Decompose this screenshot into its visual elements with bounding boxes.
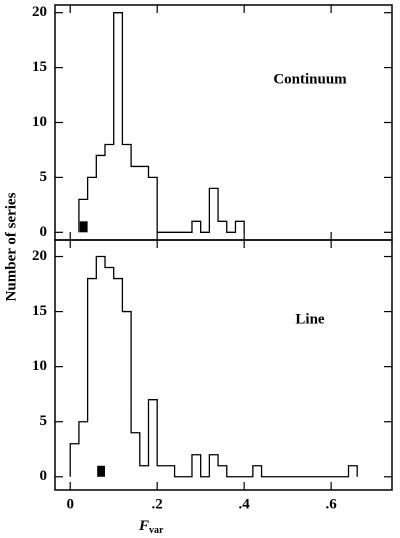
histogram-bar	[192, 221, 201, 232]
x-axis-title-sub: var	[149, 525, 164, 536]
histogram-bar	[96, 155, 105, 232]
histogram-bar	[88, 177, 97, 232]
histogram-bar	[105, 144, 114, 232]
histogram-bar	[253, 466, 262, 477]
histogram-bar	[140, 166, 149, 232]
x-tick-label: .4	[239, 496, 251, 512]
plot-frame	[54, 239, 393, 491]
y-tick-label: 10	[32, 358, 47, 374]
y-tick-label: 5	[40, 169, 48, 185]
histogram-bar	[122, 312, 131, 477]
y-tick-label: 10	[32, 114, 47, 130]
panel-label: Continuum	[273, 72, 347, 88]
y-axis-title: Number of series	[3, 192, 19, 301]
x-axis-title-main: F	[138, 518, 149, 534]
x-axis-title: Fvar	[138, 518, 164, 536]
histogram-bar	[209, 188, 218, 232]
highlight-bar	[97, 465, 106, 477]
histogram-bar	[218, 466, 227, 477]
histogram-bar	[157, 466, 166, 477]
histogram-bar	[166, 466, 175, 477]
histogram-bar	[122, 144, 131, 232]
histogram-bar	[148, 177, 157, 232]
histogram-bar	[218, 221, 227, 232]
histogram-bar	[96, 257, 105, 477]
y-tick-label: 0	[40, 224, 48, 240]
y-tick-label: 5	[40, 413, 48, 429]
histogram-bar	[79, 199, 88, 232]
y-tick-label: 0	[40, 468, 48, 484]
histogram-bar	[131, 433, 140, 477]
highlight-bar	[79, 221, 88, 233]
histogram-bar	[349, 466, 358, 477]
histogram-bar	[88, 279, 97, 477]
histogram-bar	[105, 268, 114, 477]
histogram-bar	[79, 422, 88, 477]
y-tick-label: 15	[32, 303, 47, 319]
histogram-bar	[114, 13, 123, 233]
panel-label: Line	[295, 311, 325, 327]
histogram-bar	[148, 400, 157, 477]
histogram-bar	[192, 455, 201, 477]
x-tick-label: .2	[152, 496, 163, 512]
histogram-outline	[78, 12, 245, 233]
histogram-bar	[70, 444, 79, 477]
y-tick-label: 20	[32, 4, 47, 20]
histogram-bar	[114, 279, 123, 477]
x-tick-label: 0	[66, 496, 74, 512]
histogram-bar	[209, 455, 218, 477]
histogram-outline	[69, 255, 358, 478]
histogram-bar	[140, 466, 149, 477]
histogram-bar	[235, 221, 244, 232]
y-tick-label: 15	[32, 59, 47, 75]
x-tick-label: .6	[325, 496, 337, 512]
histogram-bar	[131, 166, 140, 232]
y-tick-label: 20	[32, 248, 47, 264]
